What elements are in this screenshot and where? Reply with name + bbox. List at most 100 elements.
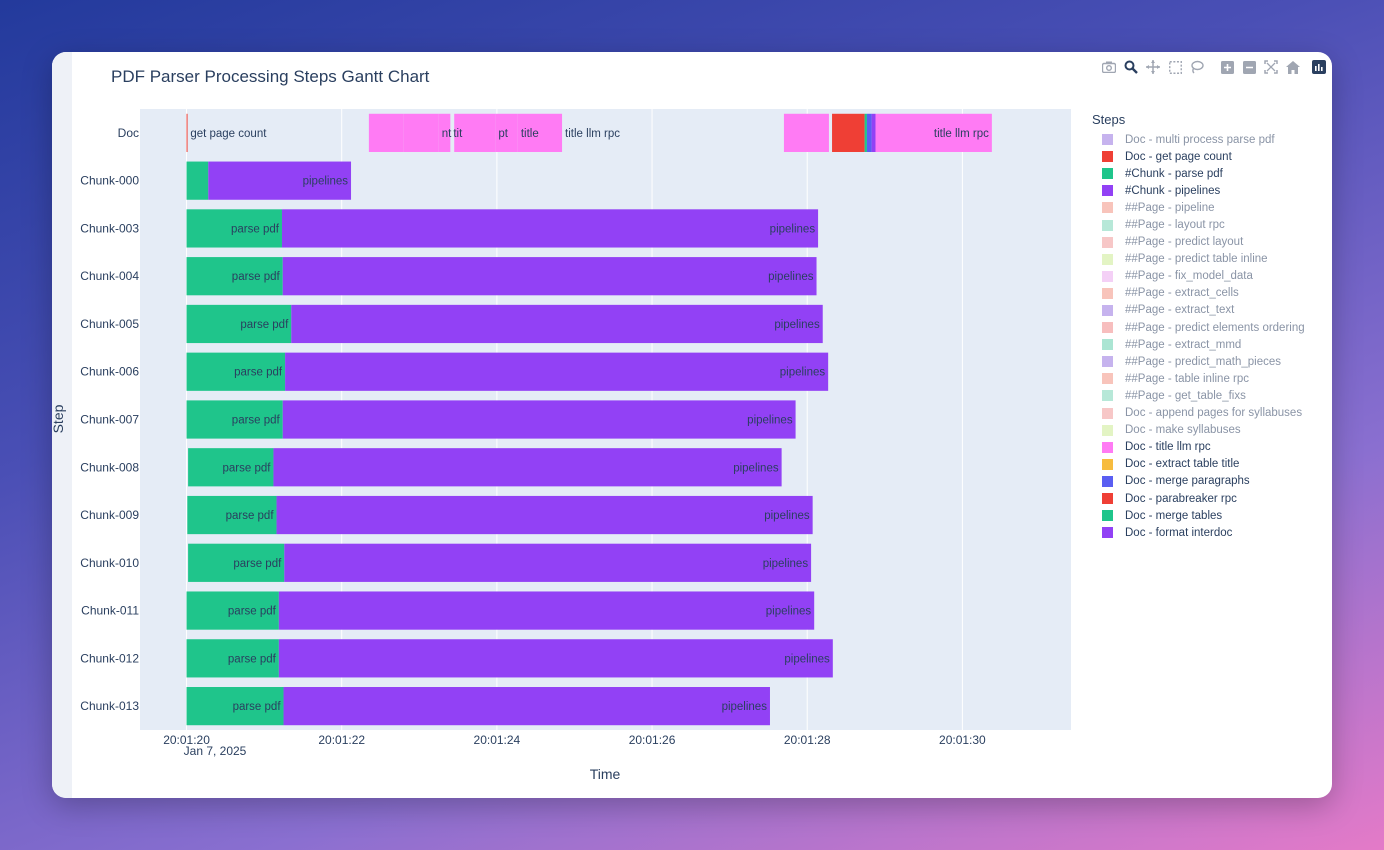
- box-select-icon[interactable]: [1164, 57, 1186, 77]
- legend-label: ##Page - predict table inline: [1125, 253, 1268, 266]
- gantt-bar[interactable]: [186, 352, 286, 391]
- gantt-bar[interactable]: [438, 113, 451, 152]
- legend-swatch: [1102, 339, 1113, 351]
- legend-item[interactable]: Doc - extract table title: [1092, 456, 1305, 473]
- gantt-bar[interactable]: [866, 113, 872, 152]
- legend-label: Doc - title llm rpc: [1125, 441, 1211, 454]
- y-axis-labels: Doc Chunk-000 Chunk-003 Chunk-004 Chunk-005 C…: [80, 126, 139, 713]
- legend-label: #Chunk - parse pdf: [1125, 167, 1223, 180]
- gantt-bar[interactable]: [495, 113, 518, 152]
- legend-item[interactable]: ##Page - extract_cells: [1092, 285, 1305, 302]
- gantt-bar[interactable]: [864, 113, 867, 152]
- zoom-in-icon[interactable]: [1216, 57, 1238, 77]
- y-tick-label: Chunk-011: [81, 604, 139, 618]
- legend-item[interactable]: Doc - parabreaker rpc: [1092, 490, 1305, 507]
- legend-item[interactable]: Doc - merge tables: [1092, 507, 1305, 524]
- bar-label: parse pdf: [232, 271, 281, 283]
- legend-item[interactable]: Doc - multi process parse pdf: [1092, 131, 1305, 148]
- gantt-bar[interactable]: [276, 495, 813, 535]
- legend-item[interactable]: ##Page - table inline rpc: [1092, 370, 1305, 387]
- bar-label: parse pdf: [233, 701, 282, 713]
- gantt-bar[interactable]: [871, 113, 876, 152]
- gantt-bar[interactable]: [783, 113, 829, 152]
- bar-label: tit: [453, 128, 463, 140]
- gantt-bar[interactable]: [875, 113, 992, 152]
- gantt-bar[interactable]: [186, 209, 282, 248]
- gantt-bar[interactable]: [283, 687, 770, 726]
- y-axis-title: Step: [52, 404, 66, 433]
- gantt-bar[interactable]: [186, 161, 209, 200]
- legend-item[interactable]: Doc - merge paragraphs: [1092, 473, 1305, 490]
- camera-icon[interactable]: [1098, 57, 1120, 77]
- legend-item[interactable]: ##Page - pipeline: [1092, 199, 1305, 216]
- legend-item[interactable]: ##Page - layout rpc: [1092, 216, 1305, 233]
- gantt-bar[interactable]: [832, 113, 865, 152]
- legend-item[interactable]: Doc - append pages for syllabuses: [1092, 405, 1305, 422]
- zoom-out-icon[interactable]: [1238, 57, 1260, 77]
- legend-item[interactable]: ##Page - predict elements ordering: [1092, 319, 1305, 336]
- bar-label: pipelines: [722, 701, 768, 713]
- gantt-bar[interactable]: [368, 113, 404, 152]
- gantt-bar[interactable]: [186, 400, 283, 439]
- gantt-bar[interactable]: [208, 161, 352, 200]
- autoscale-icon[interactable]: [1260, 57, 1282, 77]
- gantt-bar[interactable]: [186, 639, 279, 678]
- y-tick-label: Chunk-005: [80, 317, 139, 331]
- lasso-select-icon[interactable]: [1186, 57, 1208, 77]
- gantt-bar[interactable]: [187, 495, 277, 535]
- legend-label: ##Page - extract_text: [1125, 304, 1235, 317]
- gantt-bar[interactable]: [186, 304, 292, 344]
- gantt-bar[interactable]: [186, 257, 283, 296]
- legend-item[interactable]: ##Page - predict table inline: [1092, 251, 1305, 268]
- gantt-bar[interactable]: [188, 543, 285, 582]
- gantt-bar[interactable]: [403, 113, 439, 152]
- legend-item[interactable]: Doc - make syllabuses: [1092, 422, 1305, 439]
- bar-label: parse pdf: [233, 558, 282, 570]
- gantt-bar[interactable]: [278, 591, 815, 630]
- legend-label: ##Page - predict_math_pieces: [1125, 355, 1281, 368]
- gantt-bar[interactable]: [281, 209, 819, 248]
- legend-label: ##Page - predict layout: [1125, 236, 1244, 249]
- legend-label: Doc - merge tables: [1125, 509, 1223, 522]
- gantt-bar[interactable]: [291, 304, 823, 344]
- bar-label: title llm rpc: [934, 128, 989, 140]
- legend-swatch: [1102, 356, 1113, 368]
- reset-axes-icon[interactable]: [1282, 57, 1304, 77]
- legend-label: ##Page - table inline rpc: [1125, 372, 1250, 385]
- gantt-bar[interactable]: [285, 352, 829, 391]
- gantt-bar[interactable]: [282, 400, 796, 439]
- pan-icon[interactable]: [1142, 57, 1164, 77]
- legend-item[interactable]: ##Page - extract_text: [1092, 302, 1305, 319]
- bar-label: pipelines: [780, 367, 826, 379]
- legend-item[interactable]: ##Page - predict layout: [1092, 234, 1305, 251]
- gantt-plot[interactable]: get page count nt tit pt title title llm rpc t…: [52, 52, 1092, 798]
- legend-swatch: [1102, 202, 1113, 214]
- legend-swatch: [1102, 373, 1113, 385]
- legend-swatch: [1102, 287, 1113, 299]
- gantt-bar[interactable]: [454, 113, 496, 152]
- gantt-bar[interactable]: [186, 687, 284, 726]
- legend-item[interactable]: ##Page - predict_math_pieces: [1092, 353, 1305, 370]
- gantt-bar[interactable]: [188, 448, 274, 487]
- legend-item[interactable]: Doc - get page count: [1092, 148, 1305, 165]
- legend-item[interactable]: #Chunk - parse pdf: [1092, 165, 1305, 182]
- bar-label: title: [521, 128, 539, 140]
- zoom-icon[interactable]: [1120, 57, 1142, 77]
- legend-item[interactable]: ##Page - fix_model_data: [1092, 268, 1305, 285]
- plotly-logo-icon[interactable]: [1312, 60, 1326, 74]
- legend-swatch: [1102, 424, 1113, 436]
- gantt-bar[interactable]: [273, 448, 782, 487]
- legend-swatch: [1102, 390, 1113, 402]
- gantt-bar[interactable]: [517, 113, 563, 152]
- legend-item[interactable]: ##Page - get_table_fixs: [1092, 387, 1305, 404]
- legend-item[interactable]: ##Page - extract_mmd: [1092, 336, 1305, 353]
- legend-item[interactable]: #Chunk - pipelines: [1092, 182, 1305, 199]
- gantt-bar[interactable]: [186, 591, 279, 630]
- legend-item[interactable]: Doc - format interdoc: [1092, 524, 1305, 541]
- gantt-bar[interactable]: [186, 113, 188, 152]
- gantt-bar[interactable]: [278, 639, 833, 678]
- x-axis-title: Time: [590, 766, 621, 782]
- legend-item[interactable]: Doc - title llm rpc: [1092, 439, 1305, 456]
- gantt-bar[interactable]: [284, 543, 812, 582]
- gantt-bar[interactable]: [282, 257, 817, 296]
